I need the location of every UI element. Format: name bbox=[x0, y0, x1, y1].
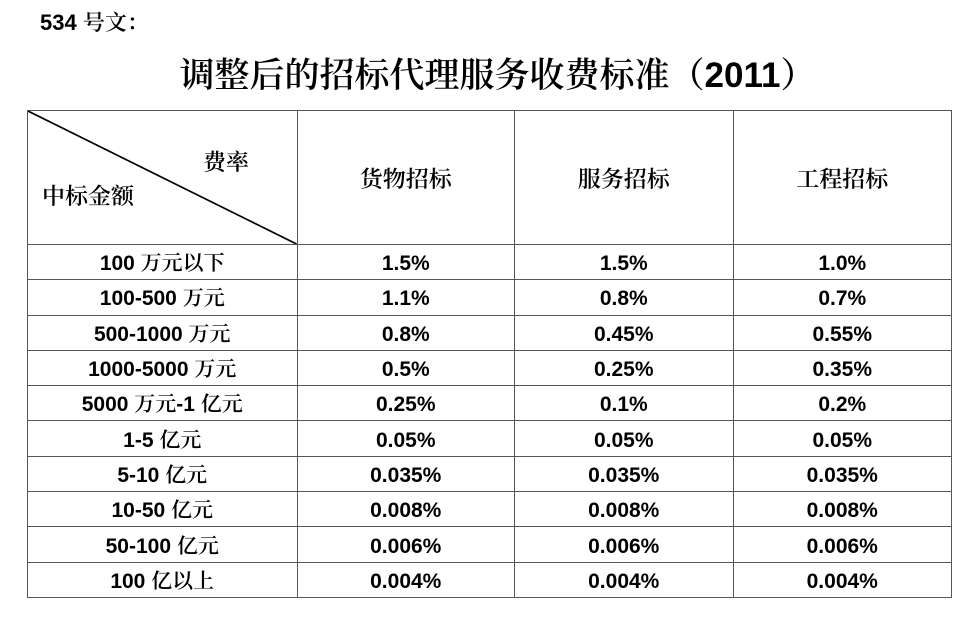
fee-value: 0.55% bbox=[732, 314, 952, 351]
fee-value: 0.1% bbox=[514, 385, 734, 422]
row-label: 50-100 亿元 bbox=[27, 526, 298, 563]
fee-value: 0.35% bbox=[732, 349, 952, 387]
row-label: 500-1000 万元 bbox=[27, 314, 298, 351]
corner-label-fee-rate: 费率 bbox=[203, 144, 249, 177]
table-row: 1000-5000 万元 0.5% 0.25% 0.35% bbox=[27, 349, 952, 387]
fee-rate-table: 费率中标金额 货物招标 服务招标 工程招标 100 万元以下 1.5% 1.5%… bbox=[27, 110, 952, 599]
row-label: 5000 万元-1 亿元 bbox=[27, 385, 298, 422]
table-row: 50-100 亿元 0.006% 0.006% 0.006% bbox=[27, 526, 952, 563]
fee-value: 0.2% bbox=[732, 385, 952, 422]
fee-value: 0.05% bbox=[296, 420, 515, 457]
column-header-engineering: 工程招标 bbox=[732, 110, 952, 245]
fee-value: 0.05% bbox=[514, 420, 734, 457]
table-row: 100 亿以上 0.004% 0.004% 0.004% bbox=[27, 561, 952, 599]
diagonal-divider-line bbox=[28, 111, 297, 244]
row-label: 100 亿以上 bbox=[27, 561, 298, 599]
page-title: 调整后的招标代理服务收费标准（2011） bbox=[179, 48, 816, 98]
fee-value: 0.05% bbox=[732, 420, 952, 457]
fee-value: 0.008% bbox=[296, 491, 515, 528]
row-label: 10-50 亿元 bbox=[27, 491, 298, 528]
fee-value: 0.25% bbox=[514, 349, 734, 387]
table-row: 10-50 亿元 0.008% 0.008% 0.008% bbox=[27, 491, 952, 528]
fee-value: 0.25% bbox=[296, 385, 515, 422]
fee-value: 1.5% bbox=[296, 243, 515, 281]
table-row: 1-5 亿元 0.05% 0.05% 0.05% bbox=[27, 420, 952, 457]
fee-value: 0.004% bbox=[732, 561, 952, 599]
row-label: 100-500 万元 bbox=[27, 279, 298, 316]
fee-value: 0.006% bbox=[732, 526, 952, 563]
table-row: 5000 万元-1 亿元 0.25% 0.1% 0.2% bbox=[27, 385, 952, 422]
table-header-row: 费率中标金额 货物招标 服务招标 工程招标 bbox=[27, 110, 952, 245]
table-row: 100 万元以下 1.5% 1.5% 1.0% bbox=[27, 243, 952, 281]
document-ref-label: 534 号文： bbox=[40, 6, 149, 37]
fee-value: 0.8% bbox=[296, 314, 515, 351]
fee-value: 1.1% bbox=[296, 279, 515, 316]
corner-label-bid-amount: 中标金额 bbox=[42, 178, 134, 211]
row-label: 1000-5000 万元 bbox=[27, 349, 298, 387]
row-label: 1-5 亿元 bbox=[27, 420, 298, 457]
fee-value: 0.8% bbox=[514, 279, 734, 316]
fee-value: 1.5% bbox=[514, 243, 734, 281]
column-header-goods: 货物招标 bbox=[296, 110, 515, 245]
fee-value: 0.5% bbox=[296, 349, 515, 387]
row-label: 100 万元以下 bbox=[27, 243, 298, 281]
fee-value: 1.0% bbox=[732, 243, 952, 281]
fee-value: 0.006% bbox=[296, 526, 515, 563]
table-row: 100-500 万元 1.1% 0.8% 0.7% bbox=[27, 279, 952, 316]
fee-value: 0.008% bbox=[514, 491, 734, 528]
row-label: 5-10 亿元 bbox=[27, 455, 298, 493]
fee-value: 0.035% bbox=[514, 455, 734, 493]
fee-value: 0.7% bbox=[732, 279, 952, 316]
fee-value: 0.008% bbox=[732, 491, 952, 528]
fee-value: 0.006% bbox=[514, 526, 734, 563]
fee-value: 0.45% bbox=[514, 314, 734, 351]
column-header-services: 服务招标 bbox=[514, 110, 734, 245]
corner-header-cell: 费率中标金额 bbox=[27, 110, 298, 245]
fee-value: 0.035% bbox=[296, 455, 515, 493]
fee-value: 0.004% bbox=[514, 561, 734, 599]
fee-value: 0.035% bbox=[732, 455, 952, 493]
fee-value: 0.004% bbox=[296, 561, 515, 599]
table-row: 500-1000 万元 0.8% 0.45% 0.55% bbox=[27, 314, 952, 351]
table-row: 5-10 亿元 0.035% 0.035% 0.035% bbox=[27, 455, 952, 493]
